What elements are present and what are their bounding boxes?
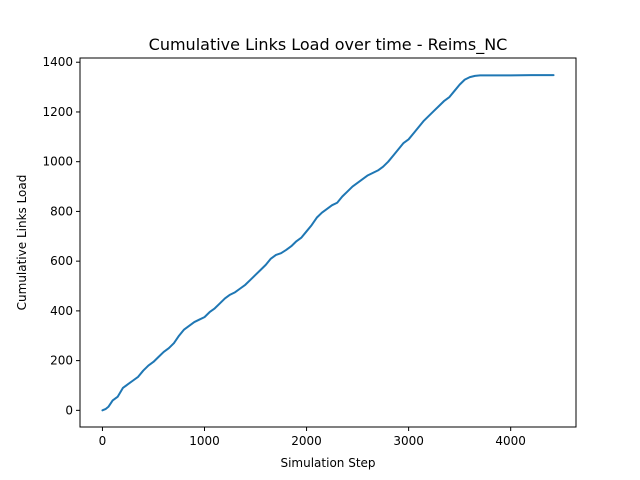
y-tick-label: 1400: [42, 55, 73, 69]
y-tick-label: 1000: [42, 155, 73, 169]
y-axis: 0 200 400 600 800 1000 1200 1400: [42, 55, 80, 417]
x-tick-label: 4000: [495, 434, 526, 448]
x-tick-label: 0: [99, 434, 107, 448]
chart-title: Cumulative Links Load over time - Reims_…: [149, 35, 508, 55]
y-tick-label: 600: [50, 254, 73, 268]
y-axis-label: Cumulative Links Load: [15, 175, 29, 311]
series-line: [101, 74, 555, 412]
x-axis-label: Simulation Step: [280, 456, 375, 470]
x-tick-label: 2000: [291, 434, 322, 448]
x-tick-label: 3000: [393, 434, 424, 448]
plot-frame: [79, 57, 577, 428]
plot-area: [80, 58, 576, 427]
y-tick-label: 0: [65, 403, 73, 417]
x-axis: 0 1000 2000 3000 4000: [99, 427, 526, 448]
y-tick-label: 800: [50, 204, 73, 218]
y-tick-label: 1200: [42, 105, 73, 119]
x-tick-label: 1000: [189, 434, 220, 448]
y-tick-label: 400: [50, 304, 73, 318]
y-tick-label: 200: [50, 354, 73, 368]
